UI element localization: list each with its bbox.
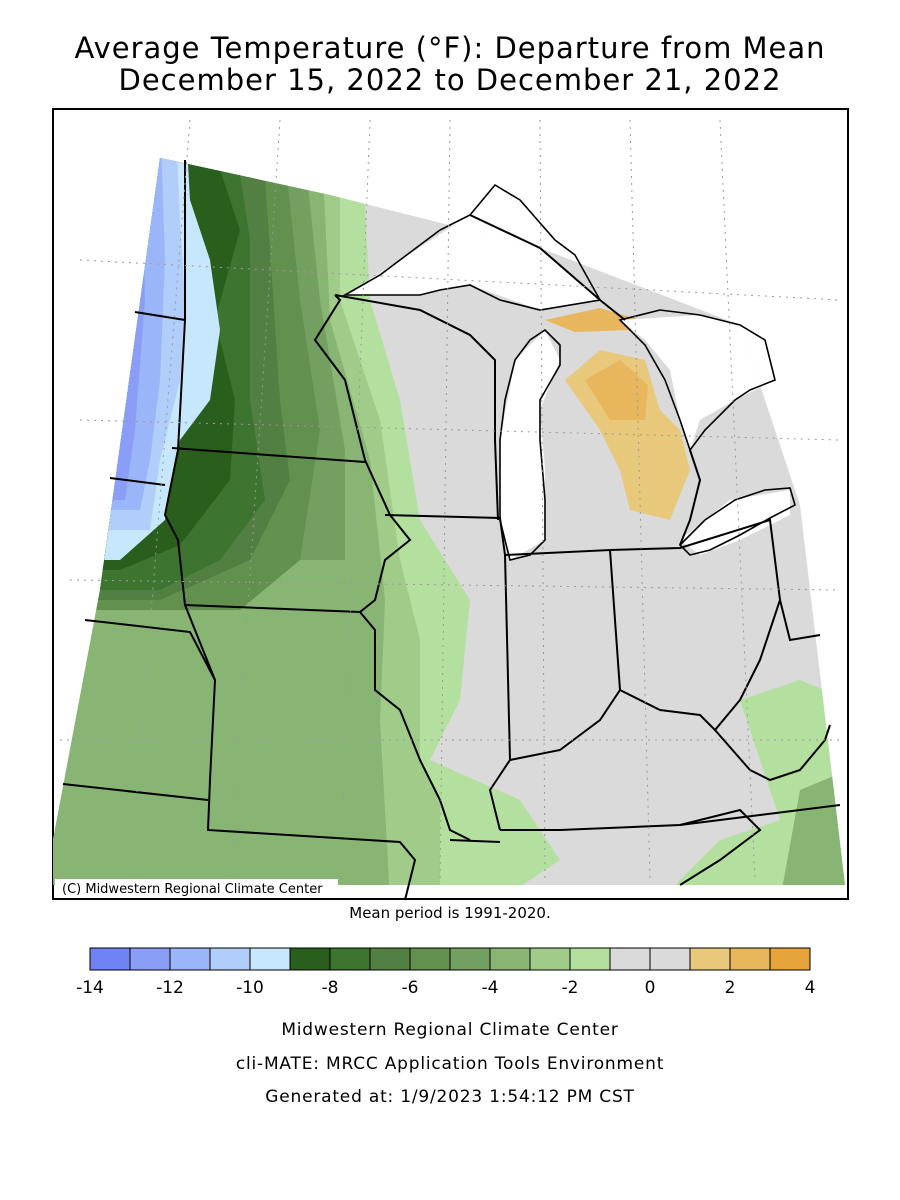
legend-swatch [729, 947, 771, 971]
ia-mo-border [84, 619, 417, 901]
legend-swatch [169, 947, 211, 971]
minnesota-border [163, 160, 412, 614]
legend-swatch [329, 947, 371, 971]
mi-east-shore [679, 449, 702, 546]
legend-swatch [89, 947, 131, 971]
legend-tick-label: -14 [76, 978, 104, 998]
legend-swatch [649, 947, 691, 971]
legend-tick-label: -6 [402, 978, 419, 998]
legend-swatch [569, 947, 611, 971]
canada-border [469, 214, 626, 321]
copyright-box [55, 879, 338, 897]
color-legend [89, 947, 811, 971]
legend-swatch [369, 947, 411, 971]
legend-swatch [489, 947, 531, 971]
wv-border [714, 724, 831, 782]
legend-tick-label: 2 [725, 978, 736, 998]
lake-outlines [341, 183, 796, 561]
mean-period-note: Mean period is 1991-2020. [349, 904, 551, 922]
lake-erie-outline [678, 487, 796, 556]
legend-swatch [409, 947, 451, 971]
copyright-text: (C) Midwestern Regional Climate Center [62, 882, 323, 897]
footer-org: Midwestern Regional Climate Center [281, 1020, 619, 1040]
legend-swatch [289, 947, 331, 971]
legend-swatch [129, 947, 171, 971]
region-lower-mi-plus-2 [585, 360, 648, 420]
graticule [60, 119, 841, 881]
va-border [679, 808, 762, 886]
legend-tick-labels: -14 -12 -10 -8 -6 -4 -2 0 2 4 [76, 978, 815, 998]
il-in-border [488, 554, 512, 831]
ne-ks-border [62, 783, 209, 801]
legend-tick-label: 4 [805, 978, 816, 998]
legend-swatch [529, 947, 571, 971]
lake-superior [345, 215, 600, 310]
state-boundaries [62, 160, 841, 901]
ia-west-border [184, 604, 216, 681]
legend-tick-label: 0 [645, 978, 656, 998]
sd-ne-border [109, 477, 166, 486]
mn-ia-border [171, 447, 366, 463]
map-title-line1: Average Temperature (°F): Departure from… [74, 31, 826, 65]
map-title-line2: December 15, 2022 to December 21, 2022 [118, 63, 782, 97]
wi-mi-border [334, 294, 499, 521]
legend-tick-label: -12 [156, 978, 184, 998]
legend-swatch [689, 947, 731, 971]
footer-generated: Generated at: 1/9/2023 1:54:12 PM CST [265, 1087, 635, 1107]
indiana-border [504, 548, 622, 761]
legend-swatch [449, 947, 491, 971]
legend-tick-label: -2 [562, 978, 579, 998]
legend-tick-label: -8 [322, 978, 339, 998]
ohio-north-border [609, 518, 821, 642]
lake-superior-outline [341, 183, 602, 311]
legend-swatch [209, 947, 251, 971]
footer-tool: cli-MATE: MRCC Application Tools Environ… [235, 1054, 665, 1074]
region-se-minus-4 [780, 770, 845, 885]
legend-swatch [609, 947, 651, 971]
legend-tick-label: -4 [482, 978, 499, 998]
nd-sd-border [134, 311, 186, 321]
mo-ky-border [449, 839, 501, 843]
lake-huron-outline [618, 309, 776, 452]
lake-huron [620, 315, 775, 450]
legend-swatch [769, 947, 811, 971]
legend-tick-label: -10 [236, 978, 264, 998]
legend-swatch [249, 947, 291, 971]
lake-michigan-outline [499, 328, 561, 561]
il-west-border [359, 611, 471, 841]
